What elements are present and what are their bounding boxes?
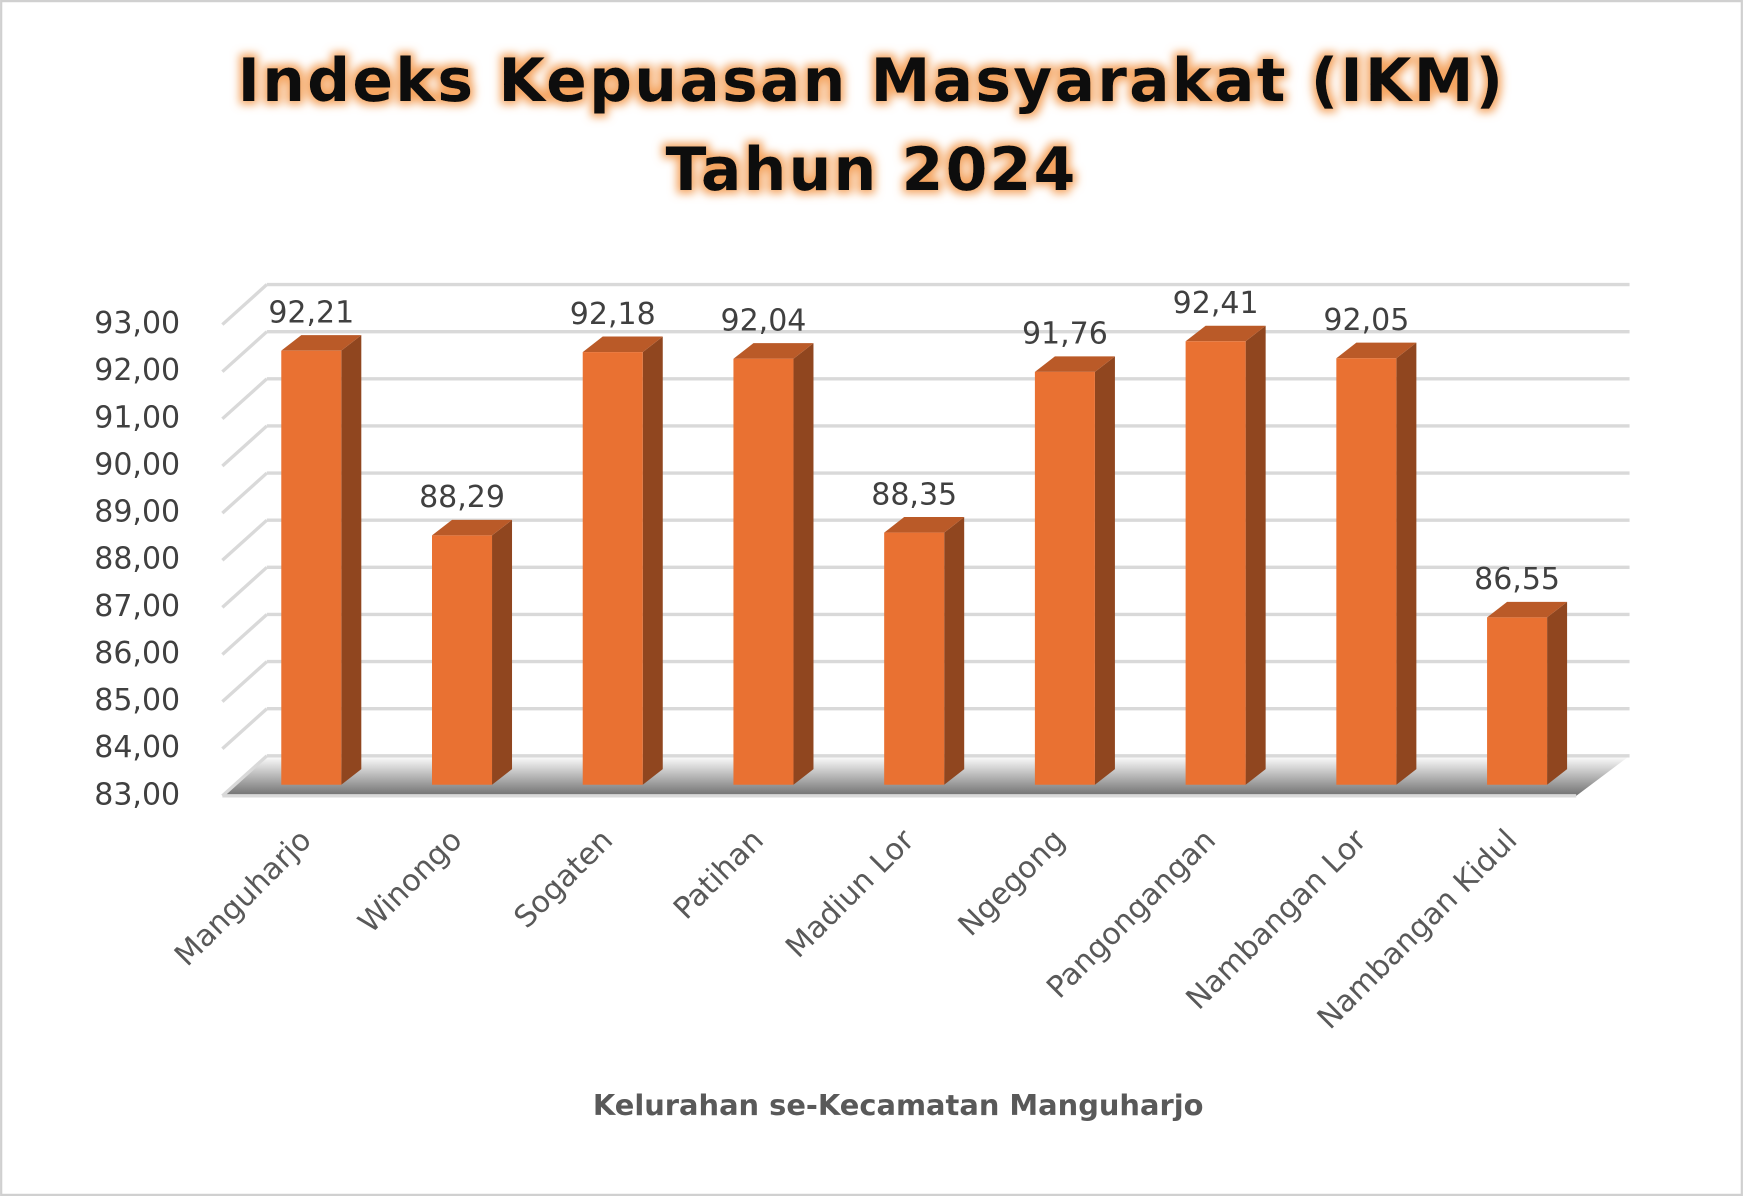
grid-line — [221, 660, 268, 703]
y-tick-label: 89,00 — [94, 495, 180, 530]
bar-side — [1094, 356, 1115, 785]
data-label: 92,04 — [721, 304, 807, 339]
y-tick-label: 84,00 — [94, 730, 180, 765]
y-tick-label: 92,00 — [94, 353, 180, 388]
grid-line — [221, 424, 268, 468]
data-label: 91,76 — [1022, 317, 1108, 352]
grid-line — [221, 707, 268, 750]
y-tick-label: 85,00 — [94, 683, 180, 718]
bar-side — [944, 517, 965, 785]
bar — [733, 358, 794, 785]
bar-top — [884, 517, 965, 533]
y-tick-label: 83,00 — [94, 777, 180, 812]
x-axis-label: Kelurahan se-Kecamatan Manguharjo — [593, 1088, 1204, 1122]
data-label: 92,41 — [1173, 286, 1259, 321]
grid-line — [221, 377, 268, 421]
chart-title: Indeks Kepuasan Masyarakat (IKM) — [238, 46, 1506, 116]
grid-line — [221, 330, 268, 373]
bar-side — [492, 519, 513, 785]
bar — [884, 532, 945, 785]
bars — [281, 325, 1568, 785]
bar-side — [1547, 601, 1568, 785]
data-label: 86,55 — [1474, 562, 1560, 597]
bar-side — [642, 336, 663, 785]
bar — [281, 350, 342, 785]
data-label: 92,18 — [570, 297, 656, 332]
bar-top — [432, 519, 513, 536]
grid-line — [221, 518, 268, 562]
bar — [1487, 617, 1548, 785]
y-tick-label: 93,00 — [94, 306, 180, 341]
y-tick-label: 90,00 — [94, 447, 180, 482]
bar — [432, 535, 493, 785]
y-tick-label: 88,00 — [94, 542, 180, 577]
bar-top — [733, 343, 814, 359]
bar-top — [1034, 356, 1115, 372]
bar — [1336, 358, 1397, 785]
y-tick-label: 91,00 — [94, 400, 180, 435]
data-label: 88,29 — [419, 480, 505, 515]
grid-line — [221, 283, 268, 326]
bar — [1185, 341, 1246, 785]
grid-line — [221, 754, 268, 798]
bar — [1034, 371, 1095, 785]
bar-top — [1487, 601, 1568, 618]
bar-side — [341, 335, 362, 785]
data-label: 92,21 — [268, 296, 354, 331]
y-tick-label: 86,00 — [94, 636, 180, 671]
bar-top — [281, 335, 362, 351]
bar-top — [582, 336, 663, 353]
bar-side — [1396, 342, 1417, 785]
bar — [582, 352, 643, 785]
grid-line — [221, 613, 268, 656]
data-label: 92,05 — [1323, 303, 1409, 338]
bar-side — [793, 343, 814, 785]
bar-side — [1245, 325, 1266, 785]
bar-top — [1336, 342, 1417, 359]
y-tick-label: 87,00 — [94, 589, 180, 624]
data-label: 88,35 — [871, 477, 957, 512]
grid-line — [221, 471, 268, 515]
bar-top — [1185, 325, 1266, 342]
grid-line — [221, 566, 268, 609]
chart-title: Tahun 2024 — [665, 135, 1077, 205]
